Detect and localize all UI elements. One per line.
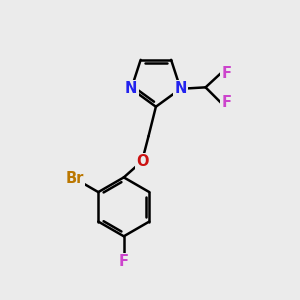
Text: N: N bbox=[125, 81, 137, 96]
Text: F: F bbox=[119, 254, 129, 269]
Text: Br: Br bbox=[65, 171, 84, 186]
Text: N: N bbox=[174, 81, 187, 96]
Text: F: F bbox=[221, 66, 231, 81]
Text: O: O bbox=[136, 154, 148, 169]
Text: F: F bbox=[221, 95, 231, 110]
